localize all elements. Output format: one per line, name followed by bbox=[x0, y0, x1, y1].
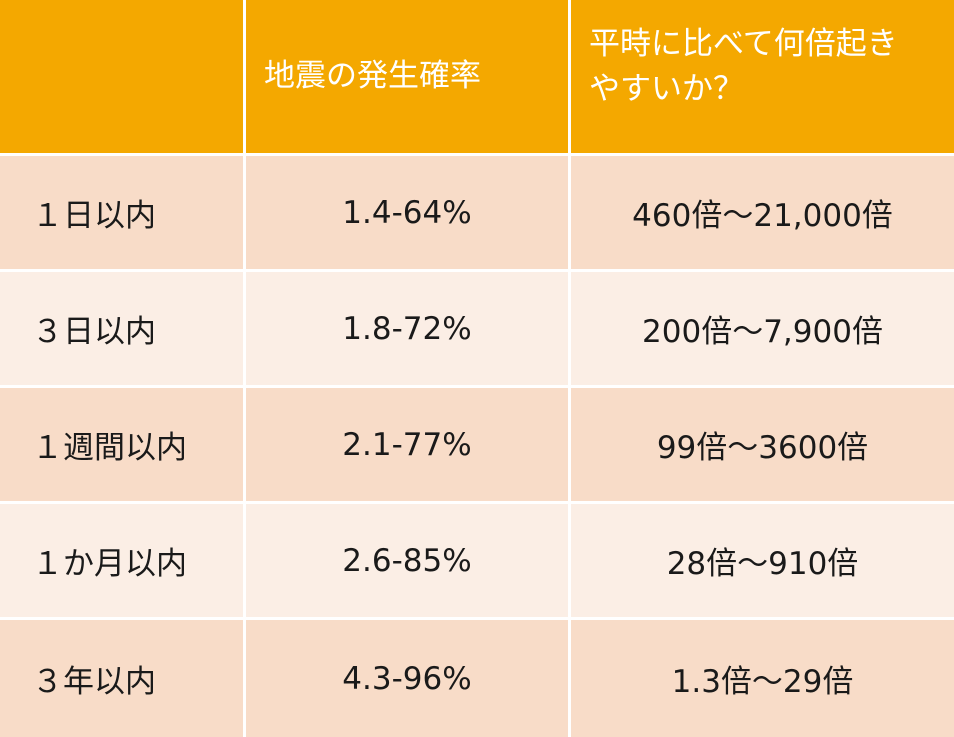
table-row-probability: 2.1-77% bbox=[246, 388, 568, 501]
table-row-period: ３年以内 bbox=[0, 620, 243, 737]
table-row-ratio: 99倍～3600倍 bbox=[571, 388, 954, 501]
header-cell-probability: 地震の発生確率 bbox=[246, 0, 568, 153]
header-cell-ratio: 平時に比べて何倍起きやすいか？ bbox=[571, 0, 954, 153]
header-cell-empty bbox=[0, 0, 243, 153]
table-row-period: ３日以内 bbox=[0, 272, 243, 385]
table-row-probability: 4.3-96% bbox=[246, 620, 568, 737]
table-row-probability: 1.8-72% bbox=[246, 272, 568, 385]
table-row-period: １週間以内 bbox=[0, 388, 243, 501]
header-ratio-label: 平時に比べて何倍起きやすいか？ bbox=[589, 26, 898, 107]
table-row-ratio: 460倍～21,000倍 bbox=[571, 156, 954, 269]
table-row-probability: 1.4-64% bbox=[246, 156, 568, 269]
table-row-probability: 2.6-85% bbox=[246, 504, 568, 617]
table-row-ratio: 200倍～7,900倍 bbox=[571, 272, 954, 385]
table-row-period: １日以内 bbox=[0, 156, 243, 269]
table-row-ratio: 1.3倍～29倍 bbox=[571, 620, 954, 737]
table-row-ratio: 28倍～910倍 bbox=[571, 504, 954, 617]
table-row-period: １か月以内 bbox=[0, 504, 243, 617]
